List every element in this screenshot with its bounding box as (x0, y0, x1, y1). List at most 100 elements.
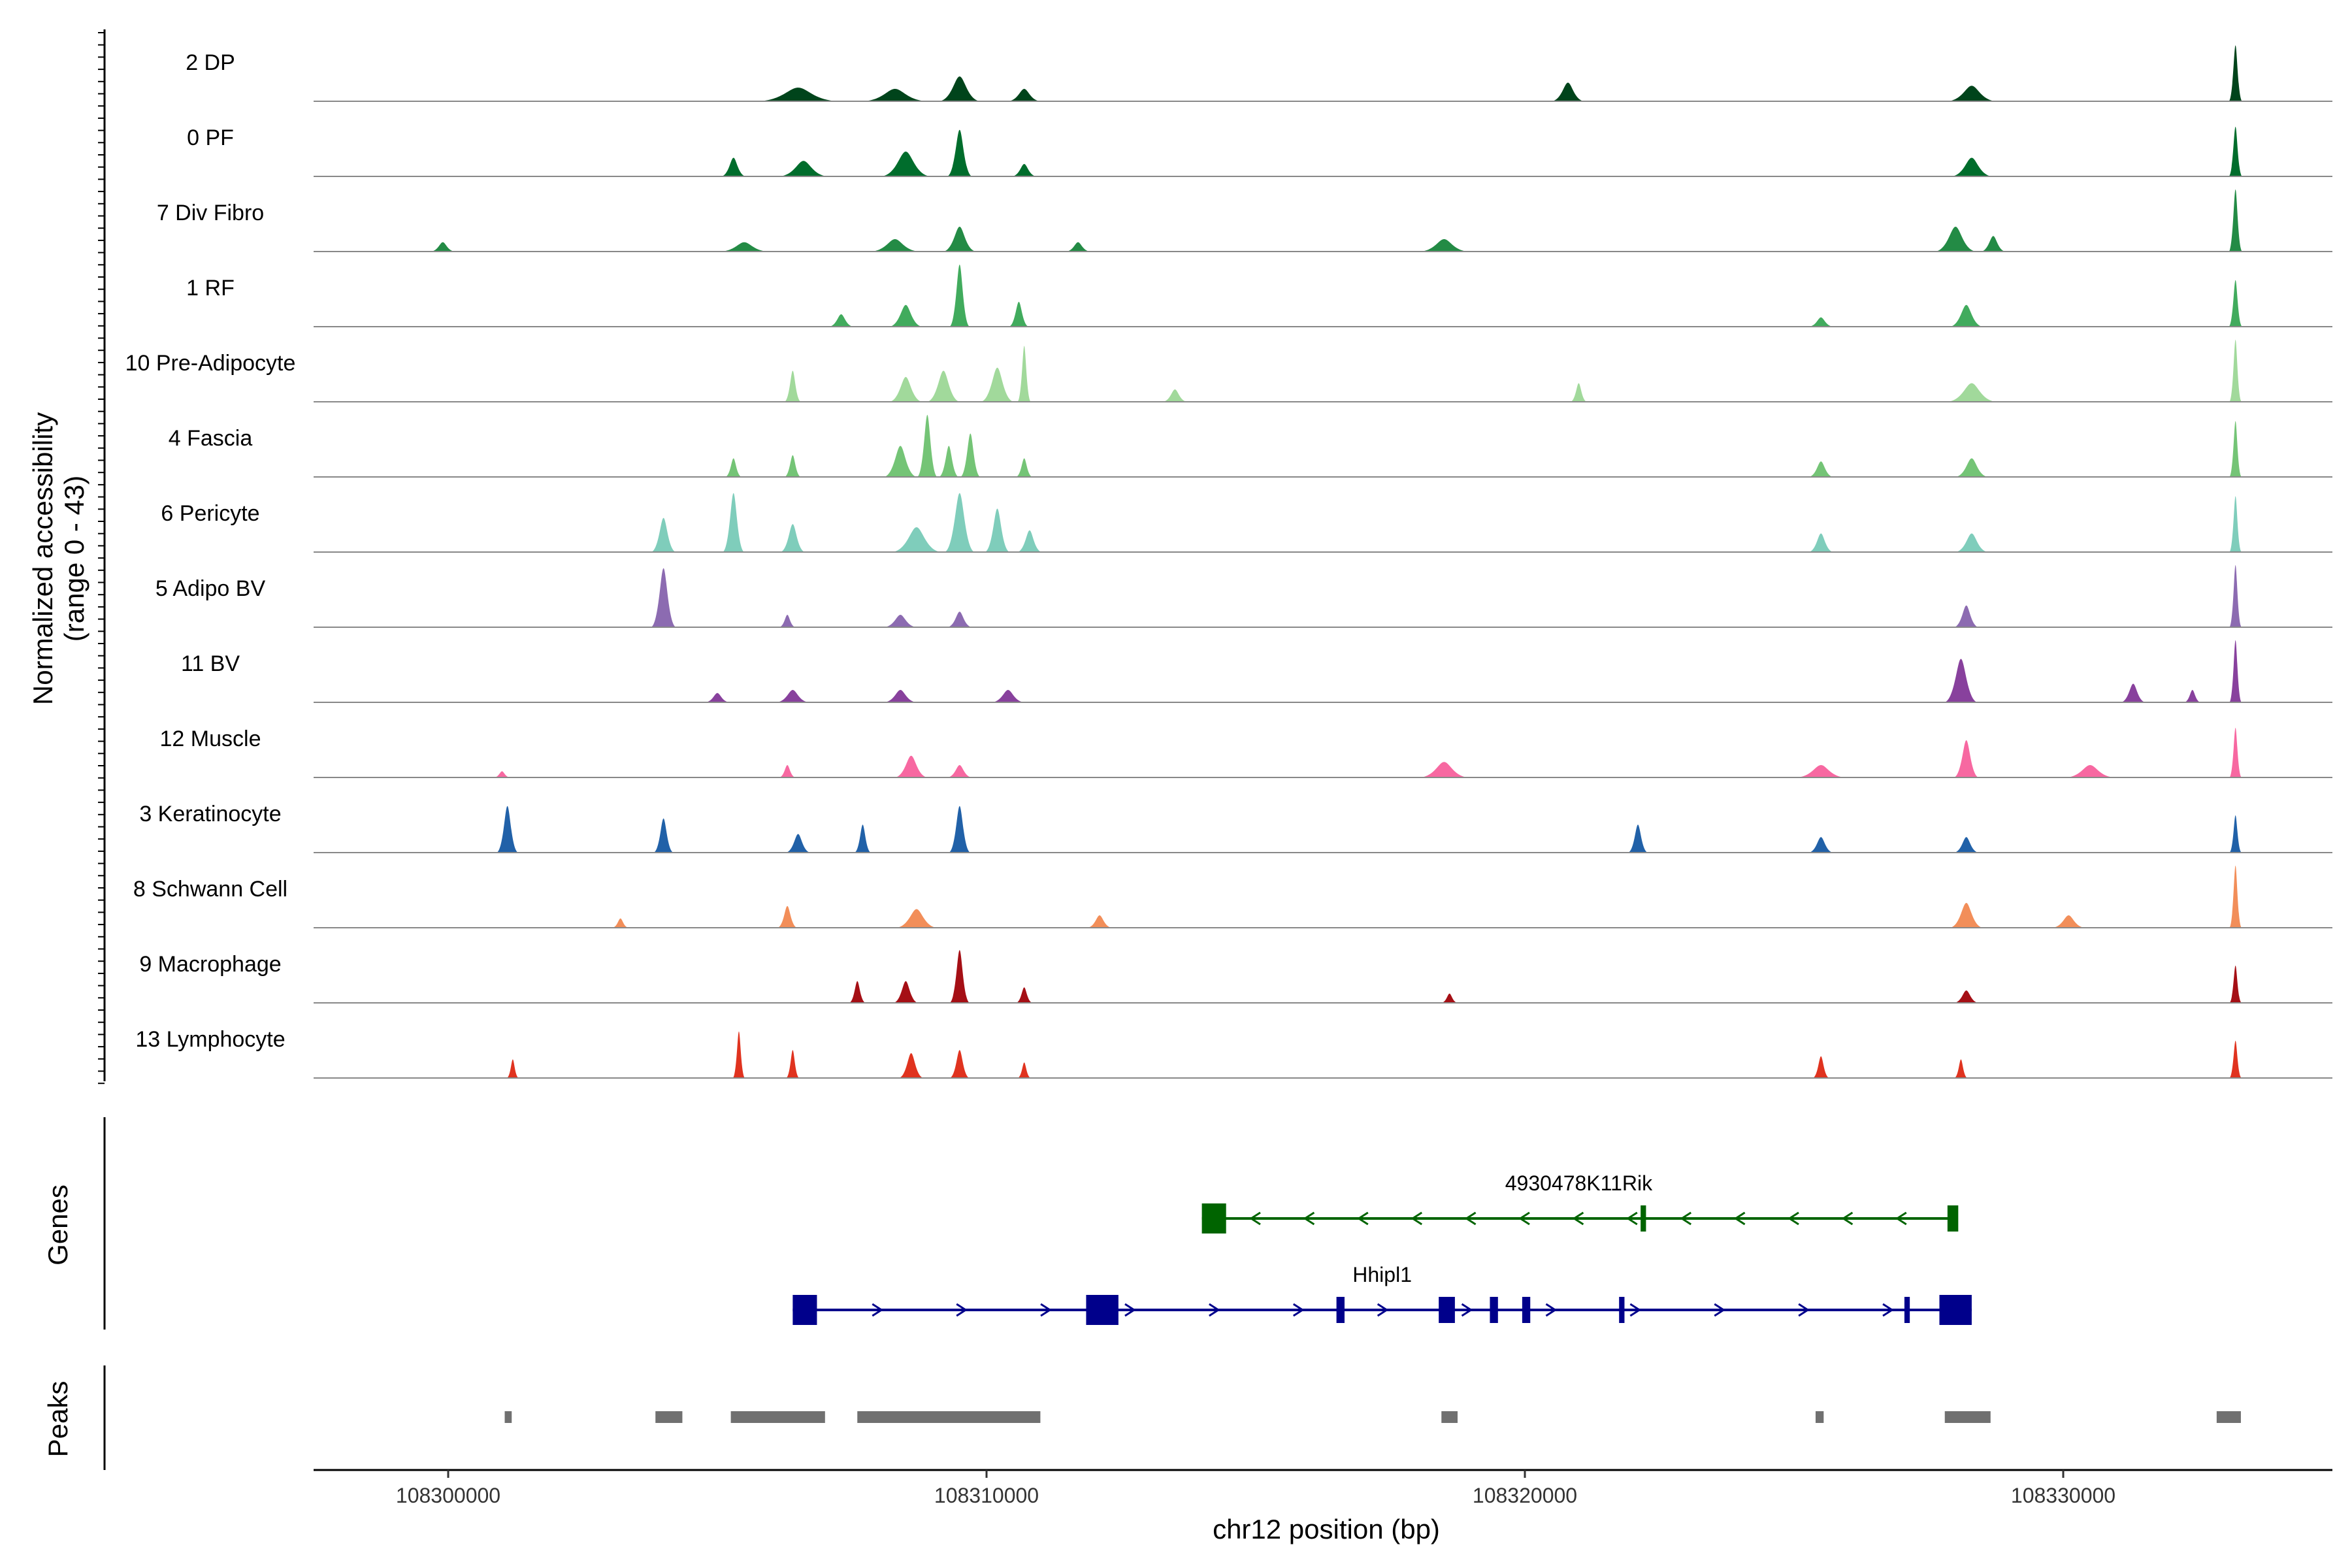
coverage-peak (777, 161, 830, 176)
coverage-peak (1065, 242, 1091, 252)
track-13: 13 Lymphocyte (135, 1027, 2332, 1079)
coverage-peak (1008, 302, 1030, 327)
coverage-peak (1812, 1056, 1830, 1078)
coverage-peak (1570, 383, 1588, 402)
coverage-peak (849, 981, 866, 1003)
track-label: 5 Adipo BV (155, 576, 266, 601)
track-8: 11 BV (181, 640, 2332, 703)
strand-arrow (1895, 1211, 1907, 1226)
coverage-peak (1162, 389, 1188, 402)
coverage-peak (2229, 640, 2242, 702)
coverage-peak (1953, 605, 1980, 627)
strand-arrow (1124, 1303, 1136, 1317)
track-5: 4 Fascia (169, 415, 2332, 478)
peak-region (857, 1411, 1041, 1423)
strand-arrow (872, 1303, 884, 1317)
exon (1522, 1297, 1531, 1323)
strand-arrow (1882, 1303, 1894, 1317)
coverage-peak (947, 612, 973, 627)
coverage-peak (506, 1059, 519, 1078)
exon (1947, 1205, 1959, 1232)
coverage-peak (653, 818, 674, 853)
track-label: 7 Div Fibro (157, 201, 264, 225)
track-label: 3 Keratinocyte (139, 802, 281, 826)
left-brackets (98, 29, 106, 1470)
coverage-peak (1953, 1059, 1968, 1078)
coverage-peak (775, 690, 810, 702)
exon (1439, 1297, 1455, 1323)
coverage-peak (949, 265, 970, 327)
y-axis-range: (range 0 - 43) (59, 476, 90, 642)
coverage-tracks: 2 DP 0 PF 7 Div Fibro 1 RF 10 Pre-Adipocyte 4… (125, 45, 2332, 1079)
x-tick-label: 108300000 (396, 1484, 500, 1507)
coverage-peak (948, 806, 971, 853)
strand-arrow (1798, 1303, 1810, 1317)
coverage-peak (1418, 239, 1470, 252)
x-axis: 108300000 108310000 108320000 108330000 (314, 1469, 2332, 1507)
coverage-peak (755, 88, 841, 101)
coverage-peak (1944, 659, 1978, 702)
coverage-peak (1017, 1062, 1032, 1078)
track-label: 0 PF (187, 125, 234, 150)
coverage-peak (2229, 189, 2243, 252)
coverage-peak (1011, 164, 1037, 176)
track-label: 10 Pre-Adipocyte (125, 351, 296, 376)
x-tick-label: 108320000 (1473, 1484, 1577, 1507)
coverage-peak (785, 834, 811, 853)
track-0: 2 DP (186, 45, 2332, 102)
coverage-peak (1953, 740, 1980, 777)
coverage-peak (722, 493, 745, 552)
coverage-peak (2120, 683, 2146, 702)
coverage-peak (493, 771, 511, 777)
coverage-peak (777, 906, 798, 928)
track-3: 1 RF (186, 265, 2332, 327)
peaks-panel (504, 1411, 2241, 1423)
strand-arrow (1464, 1211, 1477, 1226)
coverage-peak (1949, 304, 1984, 327)
coverage-peak (2229, 728, 2242, 777)
coverage-peak (984, 508, 1011, 552)
coverage-peak (1954, 458, 1989, 477)
coverage-peak (784, 455, 802, 477)
coverage-peak (860, 89, 930, 101)
coverage-peak (1946, 383, 1998, 402)
coverage-peak (1954, 533, 1989, 552)
track-label: 13 Lymphocyte (135, 1027, 285, 1052)
strand-arrow (1461, 1303, 1473, 1317)
coverage-peak (496, 806, 519, 853)
coverage-peak (879, 152, 932, 176)
coverage-peak (704, 693, 730, 702)
coverage-peak (2064, 765, 2116, 777)
coverage-peak (1627, 825, 1648, 853)
track-1: 0 PF (187, 125, 2332, 177)
peak-region (504, 1411, 512, 1423)
coverage-peak (1017, 530, 1043, 552)
coverage-peak (2229, 496, 2242, 552)
strand-arrow (1626, 1211, 1638, 1226)
coverage-peak (883, 690, 918, 702)
coverage-peak (949, 950, 970, 1003)
track-label: 9 Macrophage (139, 952, 281, 977)
coverage-peak (854, 825, 872, 853)
coverage-peak (1017, 346, 1032, 402)
track-label: 1 RF (186, 276, 235, 301)
exon (1336, 1297, 1345, 1323)
strand-arrow (1629, 1303, 1642, 1317)
coverage-peak (869, 239, 921, 252)
coverage-peak (944, 493, 975, 552)
coverage-peak (1015, 458, 1033, 477)
peak-region (730, 1411, 825, 1423)
coverage-peak (732, 1031, 745, 1078)
coverage-peak (1441, 993, 1458, 1003)
coverage-peak (2183, 690, 2201, 702)
strand-arrow (1545, 1303, 1558, 1317)
coverage-peak (1949, 903, 1984, 928)
exon (1939, 1295, 1972, 1325)
track-label: 8 Schwann Cell (133, 877, 287, 902)
coverage-peak (778, 615, 796, 627)
exon (1641, 1205, 1646, 1232)
coverage-peak (960, 433, 981, 477)
track-11: 8 Schwann Cell (133, 866, 2332, 928)
coverage-peak (938, 76, 981, 101)
coverage-peak (1808, 837, 1834, 853)
